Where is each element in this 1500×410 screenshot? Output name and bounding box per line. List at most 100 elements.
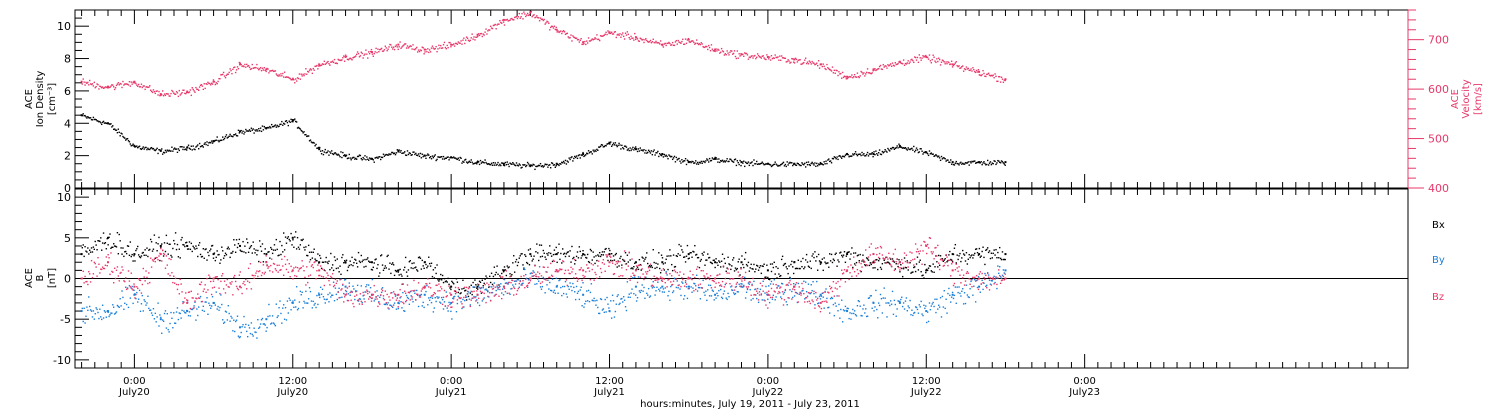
density-point (768, 163, 771, 166)
bz-point (254, 274, 256, 277)
by-point (141, 294, 144, 297)
density-point (562, 162, 564, 164)
velocity-point (956, 65, 958, 67)
velocity-point (185, 92, 187, 95)
density-point (727, 160, 729, 163)
bx-point (865, 257, 868, 259)
by-point (88, 305, 91, 308)
velocity-point (236, 66, 239, 68)
by-point (293, 306, 295, 309)
by-point (826, 297, 828, 300)
by-point (741, 283, 743, 285)
bz-point (197, 293, 199, 295)
density-point (803, 164, 805, 166)
density-point (590, 151, 593, 153)
density-point (833, 156, 836, 158)
velocity-point (758, 56, 761, 58)
by-point (314, 302, 316, 305)
bx-point (725, 270, 727, 272)
bx-point (303, 246, 305, 249)
bx-point (114, 245, 117, 248)
density-point (973, 160, 975, 162)
by-point (394, 295, 397, 297)
bx-point (593, 256, 595, 258)
bx-point (643, 260, 645, 262)
bz-point (257, 275, 259, 278)
by-point (310, 300, 313, 302)
velocity-anchor-point (238, 63, 241, 66)
by-point (416, 294, 419, 296)
velocity-point (645, 37, 647, 40)
velocity-point (654, 42, 656, 44)
bx-point (205, 248, 207, 250)
density-point (480, 162, 483, 164)
by-point (857, 299, 860, 302)
velocity-point (282, 72, 284, 75)
density-point (640, 149, 642, 151)
velocity-point (114, 87, 117, 89)
velocity-tick-label: 700 (1428, 34, 1449, 47)
bx-point (286, 237, 289, 240)
density-point (149, 148, 151, 151)
density-point (926, 153, 929, 155)
by-point (777, 285, 779, 287)
velocity-point (962, 70, 965, 72)
velocity-point (456, 43, 459, 45)
by-point (307, 302, 309, 304)
by-point (955, 302, 957, 305)
by-point (122, 296, 124, 299)
velocity-point (362, 57, 364, 59)
by-point (882, 297, 884, 299)
bz-point (190, 290, 193, 293)
velocity-point (547, 21, 549, 23)
bx-point (837, 259, 839, 261)
by-point (855, 315, 858, 317)
bz-point (212, 280, 215, 282)
bx-point (273, 244, 276, 246)
bx-point (955, 262, 957, 264)
velocity-point (942, 60, 945, 62)
by-point (438, 296, 440, 298)
by-point (258, 326, 261, 328)
velocity-point (821, 65, 824, 68)
velocity-point (445, 48, 448, 50)
bz-anchor-point (370, 293, 373, 296)
by-point (525, 273, 527, 276)
by-point (645, 276, 647, 279)
bx-point (278, 254, 280, 256)
density-point (457, 157, 460, 159)
by-point (517, 279, 520, 281)
density-point (549, 164, 551, 166)
by-point (730, 286, 732, 288)
velocity-point (669, 42, 671, 45)
by-point (388, 308, 390, 310)
bz-anchor-point (846, 269, 849, 272)
bx-point (127, 245, 130, 247)
velocity-point (884, 65, 886, 67)
by-point (346, 299, 349, 302)
velocity-point (971, 70, 973, 72)
density-point (998, 161, 1001, 164)
bz-point (338, 297, 340, 299)
by-point (412, 300, 414, 303)
velocity-point (489, 25, 492, 28)
density-point (270, 123, 273, 126)
velocity-point (560, 30, 562, 32)
bx-point (709, 261, 712, 263)
by-point (919, 306, 921, 308)
density-point (563, 162, 566, 164)
density-point (210, 140, 213, 142)
by-point (761, 299, 763, 301)
velocity-point (622, 32, 624, 34)
density-point (646, 152, 648, 154)
bx-point (631, 267, 633, 269)
bx-point (519, 255, 521, 257)
velocity-point (375, 47, 377, 50)
velocity-point (995, 75, 997, 78)
density-point (846, 152, 848, 155)
bx-point (819, 263, 822, 265)
velocity-point (762, 55, 764, 57)
density-point (832, 158, 835, 160)
velocity-point (196, 88, 198, 90)
